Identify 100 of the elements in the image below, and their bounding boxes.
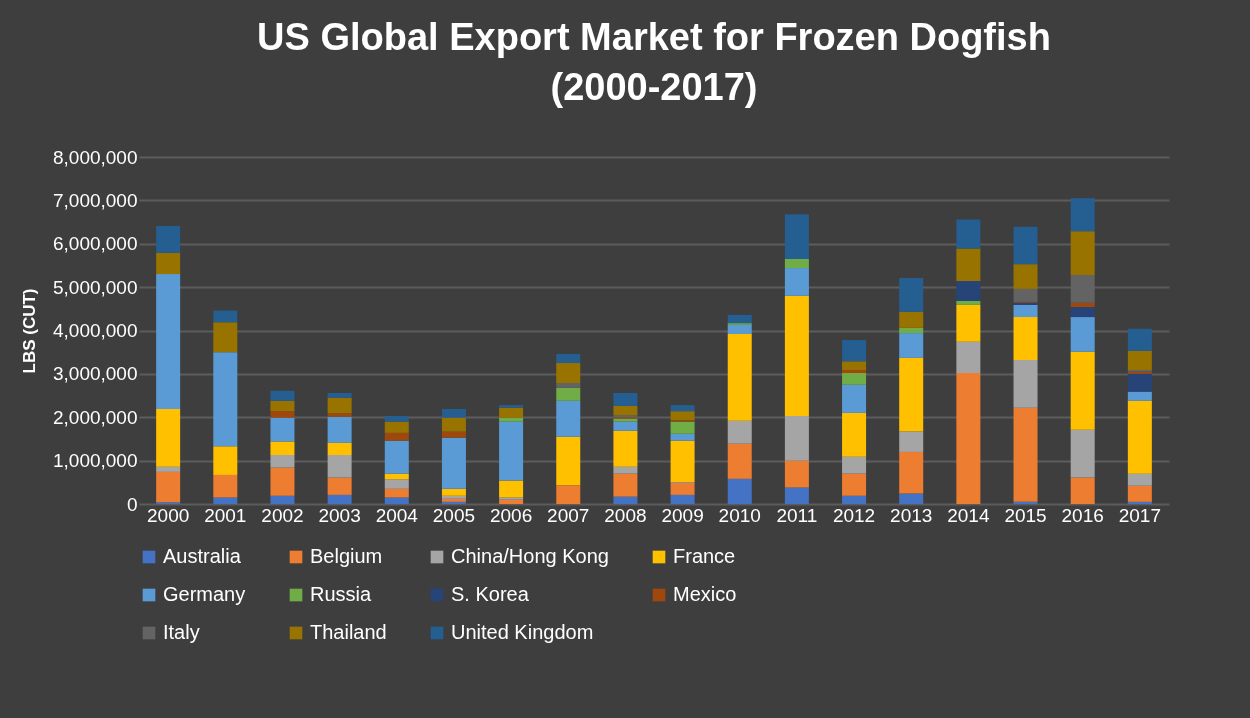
bar [613, 430, 638, 467]
legend-label: United Kingdom [451, 621, 594, 643]
bar [1127, 350, 1152, 370]
bar [384, 415, 409, 422]
bar [270, 400, 295, 412]
y-tick-label: 5,000,000 [52, 276, 138, 298]
x-tick-label: 2014 [947, 504, 990, 526]
legend-label: Russia [310, 583, 373, 605]
bar [784, 460, 809, 488]
bar [441, 409, 466, 418]
legend-label: Mexico [673, 583, 737, 605]
bar [499, 417, 524, 422]
bar [1070, 302, 1095, 308]
x-tick-label: 2009 [661, 504, 704, 526]
bar [156, 409, 181, 467]
legend-label: Germany [163, 583, 246, 605]
bar [956, 373, 981, 504]
bar [842, 373, 867, 385]
legend-label: Australia [163, 545, 242, 567]
bar [899, 431, 924, 452]
bar [956, 341, 981, 374]
bar [956, 281, 981, 302]
x-tick-label: 2003 [318, 504, 361, 526]
bar [670, 405, 695, 412]
bar [556, 363, 581, 383]
bar [899, 333, 924, 358]
bar [556, 485, 581, 504]
bar [899, 493, 924, 504]
bar [670, 411, 695, 421]
bar [384, 479, 409, 489]
bar [956, 301, 981, 305]
bar [156, 252, 181, 275]
bar [156, 466, 181, 472]
bar [899, 357, 924, 432]
bar [556, 436, 581, 486]
legend-label: Belgium [310, 545, 383, 567]
x-tick-label: 2000 [147, 504, 190, 526]
bar [499, 499, 524, 504]
bar [213, 352, 238, 447]
bar [670, 421, 695, 434]
bar [842, 473, 867, 496]
bar [956, 248, 981, 282]
bar [441, 417, 466, 432]
bar [842, 369, 867, 374]
bar [556, 353, 581, 364]
bar [1127, 501, 1152, 504]
bar [956, 219, 981, 249]
bar [327, 442, 352, 455]
y-tick-label: 1,000,000 [52, 450, 138, 472]
bar [727, 314, 752, 324]
bar [270, 495, 295, 504]
bar [499, 407, 524, 418]
bar [556, 382, 581, 388]
bar [270, 467, 295, 496]
bar [784, 487, 809, 504]
bar [441, 437, 466, 489]
legend-label: S. Korea [451, 583, 530, 605]
bar [1070, 429, 1095, 478]
bar [842, 456, 867, 474]
bar [613, 392, 638, 406]
bar [842, 412, 867, 457]
bar [1127, 328, 1152, 351]
bar [213, 474, 238, 498]
bar [1127, 373, 1152, 392]
x-tick-label: 2011 [776, 504, 818, 526]
bar [441, 488, 466, 496]
bar [899, 451, 924, 494]
x-tick-label: 2017 [1118, 504, 1161, 526]
bar [670, 494, 695, 504]
bar [327, 477, 352, 495]
bar [499, 405, 524, 408]
bar [156, 225, 181, 253]
x-tick-label: 2010 [718, 504, 761, 526]
bar [899, 278, 924, 312]
bar [384, 421, 409, 433]
y-tick-label: 0 [126, 493, 138, 515]
bar [1013, 288, 1038, 302]
y-axis-title: LBS (CUT) [19, 288, 39, 374]
bar [842, 361, 867, 370]
bar [784, 295, 809, 416]
bar [441, 431, 466, 438]
bar [327, 494, 352, 504]
bar [670, 433, 695, 441]
x-tick-label: 2008 [604, 504, 647, 526]
bar [613, 473, 638, 497]
x-tick-label: 2016 [1061, 504, 1104, 526]
bar [1070, 198, 1095, 232]
bar [1070, 317, 1095, 352]
bar [327, 413, 352, 417]
bar [213, 322, 238, 353]
bar [1013, 304, 1038, 318]
bar [1013, 226, 1038, 265]
x-tick-label: 2005 [432, 504, 476, 526]
bar [727, 324, 752, 334]
bar [842, 495, 867, 504]
bar [384, 488, 409, 498]
bar [784, 268, 809, 296]
y-tick-label: 7,000,000 [52, 189, 138, 211]
x-tick-label: 2007 [547, 504, 590, 526]
bar [842, 340, 867, 362]
